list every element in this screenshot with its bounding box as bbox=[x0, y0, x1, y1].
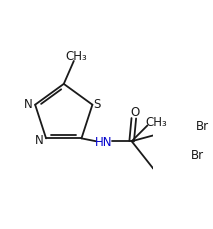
Text: O: O bbox=[130, 106, 139, 119]
Text: HN: HN bbox=[95, 135, 112, 148]
Text: N: N bbox=[35, 133, 43, 146]
Text: CH₃: CH₃ bbox=[145, 116, 167, 129]
Text: Br: Br bbox=[191, 148, 204, 161]
Text: Br: Br bbox=[196, 120, 209, 132]
Text: N: N bbox=[24, 98, 32, 111]
Text: S: S bbox=[94, 97, 101, 110]
Text: CH₃: CH₃ bbox=[65, 49, 87, 63]
